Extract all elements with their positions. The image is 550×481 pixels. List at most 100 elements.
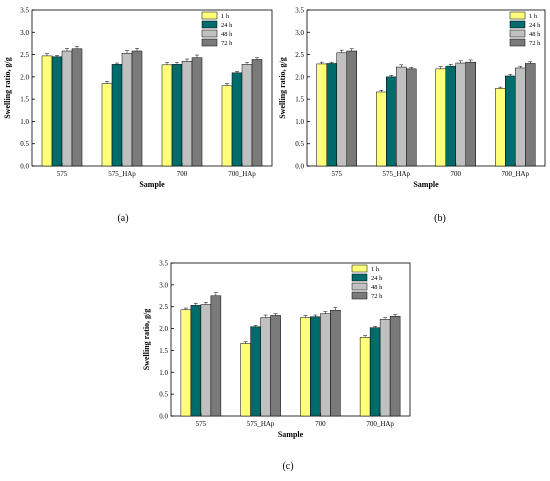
bar [406, 68, 417, 167]
bar [525, 63, 536, 167]
bar [210, 295, 222, 417]
bar [435, 68, 446, 167]
y-tick-label: 0.5 [159, 391, 168, 399]
y-tick-label: 3.5 [20, 7, 29, 15]
y-tick-label: 2.0 [295, 73, 304, 81]
y-tick-label: 0.0 [159, 413, 168, 421]
bar [310, 316, 321, 417]
bar [221, 85, 233, 167]
x-tick-label: 575 [196, 420, 207, 428]
y-tick-label: 3.0 [295, 29, 304, 37]
legend-swatch [201, 38, 218, 47]
legend-label: 1 h [221, 13, 230, 20]
bar [41, 55, 53, 167]
bar [171, 64, 183, 167]
legend-label: 24 h [371, 275, 383, 282]
legend-swatch [201, 20, 218, 29]
chart-c: 0.0 0.5 1.0 1.5 2.0 2.5 3.0 3.5 575 575_HAp 700 700… [142, 260, 411, 439]
x-tick-label: 700_HAp [228, 170, 256, 178]
legend-label: 1 h [371, 266, 380, 273]
bar [191, 57, 203, 167]
bar [190, 305, 202, 417]
y-tick-label: 2.0 [159, 325, 168, 333]
plot-frame [31, 9, 273, 167]
legend-label: 24 h [221, 22, 233, 29]
bar [389, 316, 401, 417]
bar [121, 52, 133, 167]
x-tick-label: 700_HAp [501, 170, 529, 178]
legend-swatch [351, 273, 368, 282]
y-tick-label: 1.0 [20, 118, 29, 126]
y-tick-label: 3.5 [295, 7, 304, 15]
legend-swatch [509, 11, 526, 20]
x-axis-title: Sample [139, 180, 165, 189]
bar [61, 50, 73, 167]
y-tick-label: 3.0 [20, 29, 29, 37]
bar [111, 64, 123, 167]
y-tick-label: 2.5 [159, 303, 168, 311]
bar [161, 64, 173, 167]
bar [379, 319, 391, 417]
legend-swatch [351, 291, 368, 300]
legend-swatch [509, 20, 526, 29]
bar [241, 64, 253, 167]
x-tick-label: 575_HAp [108, 170, 136, 178]
bar [445, 65, 456, 167]
chart-b: 0.0 0.5 1.0 1.5 2.0 2.5 3.0 3.5 575 575_HAp 700 700… [278, 7, 546, 189]
y-axis-title: Swelling ratio, g/g [278, 57, 287, 119]
x-axis-title: Sample [413, 180, 439, 189]
bar [200, 304, 212, 417]
legend-label: 72 h [371, 293, 383, 300]
chart-panel-b: 0.0 0.5 1.0 1.5 2.0 2.5 3.0 3.5 575 575_HAp 700 700… [275, 0, 550, 245]
legend-label: 48 h [371, 284, 383, 291]
legend-swatch [351, 282, 368, 291]
y-tick-label: 2.5 [295, 51, 304, 59]
x-tick-label: 575 [332, 170, 343, 178]
x-axis-title: Sample [278, 430, 304, 439]
legend-swatch [509, 29, 526, 38]
x-tick-label: 575_HAp [382, 170, 410, 178]
bar [359, 337, 371, 417]
bar [465, 61, 476, 167]
bar [231, 72, 243, 167]
y-tick-label: 3.5 [159, 260, 168, 268]
legend: 1 h 24 h 48 h 72 h [351, 264, 383, 300]
legend-label: 24 h [529, 22, 541, 29]
x-tick-label: 575_HAp [247, 420, 275, 428]
bar [515, 67, 526, 167]
bar [131, 50, 143, 167]
y-tick-label: 0.5 [20, 140, 29, 148]
bar [346, 50, 357, 167]
bar [455, 62, 466, 167]
bar [336, 52, 347, 167]
panel-label-c: (c) [282, 461, 294, 472]
bar [300, 317, 311, 417]
bar [330, 309, 341, 417]
bar [71, 48, 83, 167]
bar [251, 59, 263, 167]
y-tick-label: 2.5 [20, 51, 29, 59]
panel-label-a: (a) [117, 213, 129, 224]
bar [495, 88, 506, 167]
bar [505, 75, 516, 167]
x-tick-label: 700 [451, 170, 462, 178]
legend-label: 72 h [529, 40, 541, 47]
y-tick-label: 1.5 [20, 96, 29, 104]
y-tick-label: 1.0 [159, 369, 168, 377]
bar [386, 76, 397, 167]
x-tick-label: 575 [57, 170, 68, 178]
legend-label: 1 h [529, 13, 538, 20]
legend-swatch [201, 11, 218, 20]
bar [181, 61, 193, 167]
y-tick-label: 1.5 [159, 347, 168, 355]
legend: 1 h 24 h 48 h 72 h [201, 11, 233, 47]
legend-label: 72 h [221, 40, 233, 47]
legend-swatch [509, 38, 526, 47]
bar [260, 317, 271, 417]
y-axis-title: Swelling ratio, g/g [142, 309, 151, 371]
plot-frame [170, 262, 411, 417]
bar [180, 309, 192, 417]
legend: 1 h 24 h 48 h 72 h [509, 11, 541, 47]
y-tick-label: 3.0 [159, 281, 168, 289]
bar [250, 326, 261, 417]
